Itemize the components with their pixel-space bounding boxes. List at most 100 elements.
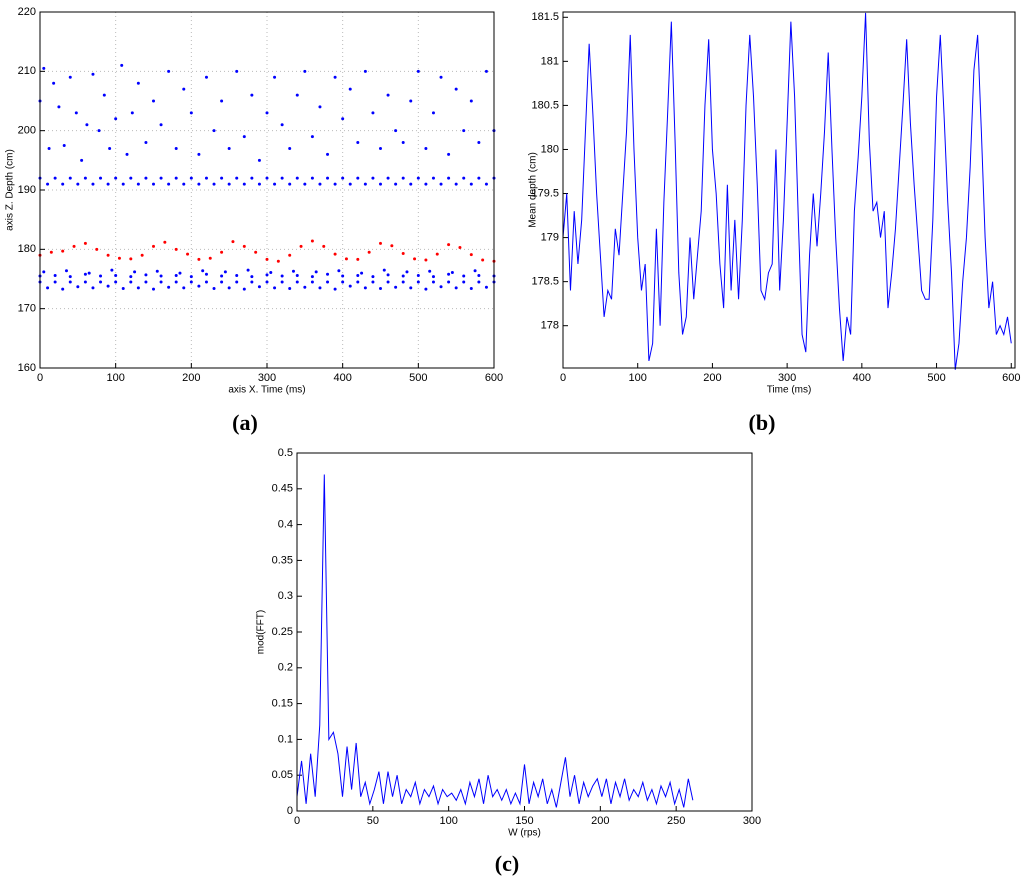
point: [431, 275, 435, 279]
point: [333, 287, 337, 291]
point: [95, 247, 99, 251]
y-tick-label: 170: [18, 303, 36, 315]
point: [235, 176, 239, 180]
point: [246, 268, 250, 272]
point: [416, 273, 420, 277]
point: [102, 93, 106, 97]
point: [424, 146, 428, 150]
point: [326, 152, 330, 156]
point: [125, 152, 129, 156]
point: [276, 259, 280, 263]
point: [413, 257, 417, 261]
point: [469, 182, 473, 186]
point: [333, 75, 337, 79]
point: [46, 182, 50, 186]
y-tick-label: 0.1: [278, 733, 293, 745]
point: [227, 146, 231, 150]
y-tick-label: 180: [18, 243, 36, 255]
point: [204, 272, 208, 276]
x-tick-label: 100: [629, 372, 647, 384]
point: [129, 275, 133, 279]
x-tick-label: 200: [703, 372, 721, 384]
point: [288, 253, 292, 257]
point: [174, 146, 178, 150]
point: [416, 280, 420, 284]
point: [458, 246, 462, 250]
point: [326, 176, 330, 180]
y-axis-label: Mean depth (cm): [528, 152, 539, 228]
point: [447, 272, 451, 276]
x-tick-label: 50: [367, 815, 379, 827]
x-tick-label: 150: [515, 815, 533, 827]
point: [333, 252, 337, 256]
point: [106, 284, 110, 288]
point: [341, 176, 345, 180]
plot-frame: [296, 452, 753, 812]
point: [235, 273, 239, 277]
point: [114, 273, 118, 277]
panel-label: (c): [495, 851, 519, 876]
point: [47, 146, 51, 150]
point: [197, 182, 201, 186]
point: [152, 287, 155, 291]
panel-label: (b): [749, 410, 776, 435]
x-tick-label: 200: [591, 815, 609, 827]
point: [108, 146, 112, 150]
point: [99, 176, 103, 180]
point: [197, 257, 201, 261]
point: [401, 280, 405, 284]
point: [447, 280, 451, 284]
point: [91, 286, 95, 290]
y-axis-label: mod(FFT): [256, 610, 267, 654]
point: [80, 158, 84, 162]
point: [450, 270, 454, 274]
point: [379, 146, 382, 150]
plot-area: [297, 453, 752, 811]
y-tick-label: 181: [541, 55, 559, 67]
y-tick-label: 0: [287, 805, 293, 817]
point: [484, 285, 488, 289]
y-tick-label: 179: [541, 231, 559, 243]
point: [129, 257, 133, 261]
point: [186, 252, 190, 256]
plot-frame: [562, 11, 1016, 369]
y-tick-label: 180: [541, 143, 559, 155]
point: [322, 244, 326, 248]
point: [318, 182, 322, 186]
point: [363, 69, 367, 73]
point: [257, 285, 261, 289]
point: [204, 280, 208, 284]
point: [280, 274, 284, 278]
point: [439, 285, 443, 289]
point: [401, 251, 405, 255]
point: [257, 182, 261, 186]
point: [182, 182, 186, 186]
plot-frame: [39, 11, 495, 369]
point: [121, 286, 125, 290]
point: [344, 257, 348, 261]
point: [356, 257, 360, 261]
point: [405, 270, 409, 274]
point: [159, 280, 163, 284]
point: [303, 182, 307, 186]
x-tick-label: 200: [182, 372, 200, 384]
y-tick-label: 0.3: [278, 590, 293, 602]
point: [130, 111, 134, 115]
point: [371, 280, 375, 284]
point: [235, 69, 239, 73]
y-axis-label: axis Z. Depth (cm): [5, 149, 16, 231]
point: [367, 250, 371, 254]
x-tick-label: 300: [743, 815, 761, 827]
point: [204, 75, 208, 79]
point: [250, 275, 254, 279]
point: [242, 135, 246, 139]
point: [288, 146, 292, 150]
point: [379, 182, 382, 186]
point: [288, 286, 292, 290]
point: [386, 280, 390, 284]
point: [182, 286, 186, 290]
point: [484, 69, 488, 73]
x-tick-label: 250: [667, 815, 685, 827]
point: [76, 285, 80, 289]
